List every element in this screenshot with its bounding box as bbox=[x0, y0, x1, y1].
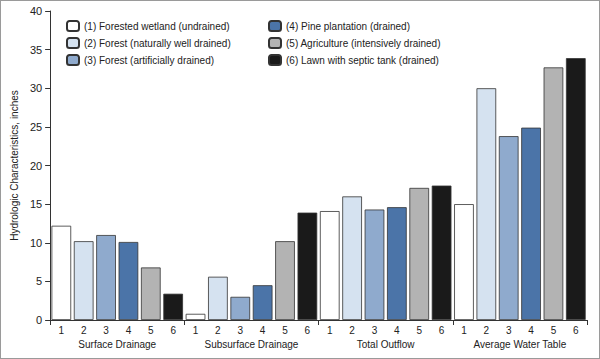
svg-text:6: 6 bbox=[305, 325, 311, 336]
svg-text:Hydrologic Characteristics, in: Hydrologic Characteristics, inches bbox=[9, 90, 20, 241]
svg-text:(2) Forest (naturally well dra: (2) Forest (naturally well drained) bbox=[84, 38, 231, 49]
svg-text:3: 3 bbox=[237, 325, 243, 336]
svg-text:5: 5 bbox=[551, 325, 557, 336]
svg-text:10: 10 bbox=[30, 237, 42, 249]
svg-text:6: 6 bbox=[573, 325, 579, 336]
svg-text:(5) Agriculture (intensively d: (5) Agriculture (intensively drained) bbox=[286, 38, 441, 49]
svg-text:1: 1 bbox=[59, 325, 65, 336]
svg-text:6: 6 bbox=[170, 325, 176, 336]
svg-text:2: 2 bbox=[81, 325, 87, 336]
svg-text:(3) Forest (artificially drain: (3) Forest (artificially drained) bbox=[84, 55, 214, 66]
svg-text:20: 20 bbox=[30, 160, 42, 172]
svg-text:Average Water Table: Average Water Table bbox=[474, 339, 567, 350]
svg-text:5: 5 bbox=[36, 275, 42, 287]
svg-text:3: 3 bbox=[103, 325, 109, 336]
svg-text:4: 4 bbox=[394, 325, 400, 336]
svg-text:Surface Drainage: Surface Drainage bbox=[78, 339, 156, 350]
svg-text:5: 5 bbox=[416, 325, 422, 336]
svg-text:4: 4 bbox=[528, 325, 534, 336]
svg-text:3: 3 bbox=[506, 325, 512, 336]
svg-text:30: 30 bbox=[30, 82, 42, 94]
svg-text:2: 2 bbox=[349, 325, 355, 336]
svg-text:3: 3 bbox=[372, 325, 378, 336]
svg-text:5: 5 bbox=[282, 325, 288, 336]
svg-text:2: 2 bbox=[215, 325, 221, 336]
svg-text:25: 25 bbox=[30, 121, 42, 133]
svg-text:1: 1 bbox=[327, 325, 333, 336]
svg-text:6: 6 bbox=[439, 325, 445, 336]
svg-text:5: 5 bbox=[148, 325, 154, 336]
svg-text:15: 15 bbox=[30, 198, 42, 210]
svg-text:1: 1 bbox=[461, 325, 467, 336]
svg-text:Subsurface Drainage: Subsurface Drainage bbox=[204, 339, 298, 350]
svg-text:4: 4 bbox=[126, 325, 132, 336]
svg-text:1: 1 bbox=[193, 325, 199, 336]
svg-text:35: 35 bbox=[30, 44, 42, 56]
svg-text:Total Outflow: Total Outflow bbox=[357, 339, 416, 350]
svg-text:(4) Pine plantation (drained): (4) Pine plantation (drained) bbox=[286, 21, 410, 32]
svg-text:0: 0 bbox=[36, 314, 42, 326]
svg-text:40: 40 bbox=[30, 5, 42, 17]
svg-text:2: 2 bbox=[484, 325, 490, 336]
svg-text:(6) Lawn with septic tank (dra: (6) Lawn with septic tank (drained) bbox=[286, 55, 439, 66]
svg-text:(1) Forested wetland (undraine: (1) Forested wetland (undrained) bbox=[84, 21, 230, 32]
svg-text:4: 4 bbox=[260, 325, 266, 336]
